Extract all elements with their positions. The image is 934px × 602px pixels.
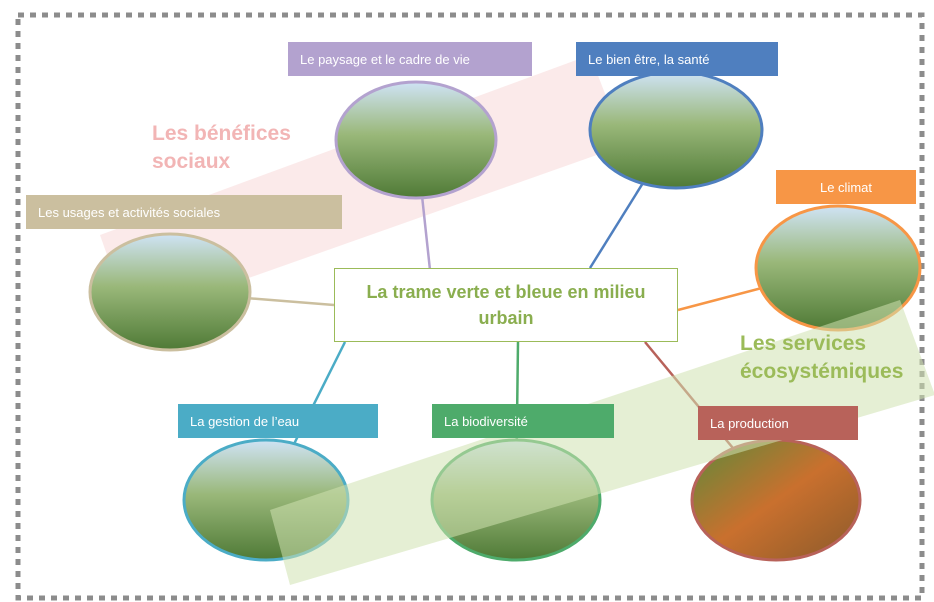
node-label: La production <box>698 406 858 440</box>
center-label: La trame verte et bleue en milieu urbain <box>334 268 678 342</box>
node-label: Le bien être, la santé <box>576 42 778 76</box>
photo <box>334 80 498 200</box>
node-label: La gestion de l’eau <box>178 404 378 438</box>
node-label: Le climat <box>776 170 916 204</box>
eco-band <box>270 300 934 585</box>
node-label: Les usages et activités sociales <box>26 195 342 229</box>
group-label: Les bénéfices sociaux <box>152 122 291 173</box>
photo <box>88 232 252 352</box>
group-label: Les services écosystémiques <box>740 332 904 383</box>
photo <box>588 70 764 190</box>
node-label: Le paysage et le cadre de vie <box>288 42 532 76</box>
node-label: La biodiversité <box>432 404 614 438</box>
